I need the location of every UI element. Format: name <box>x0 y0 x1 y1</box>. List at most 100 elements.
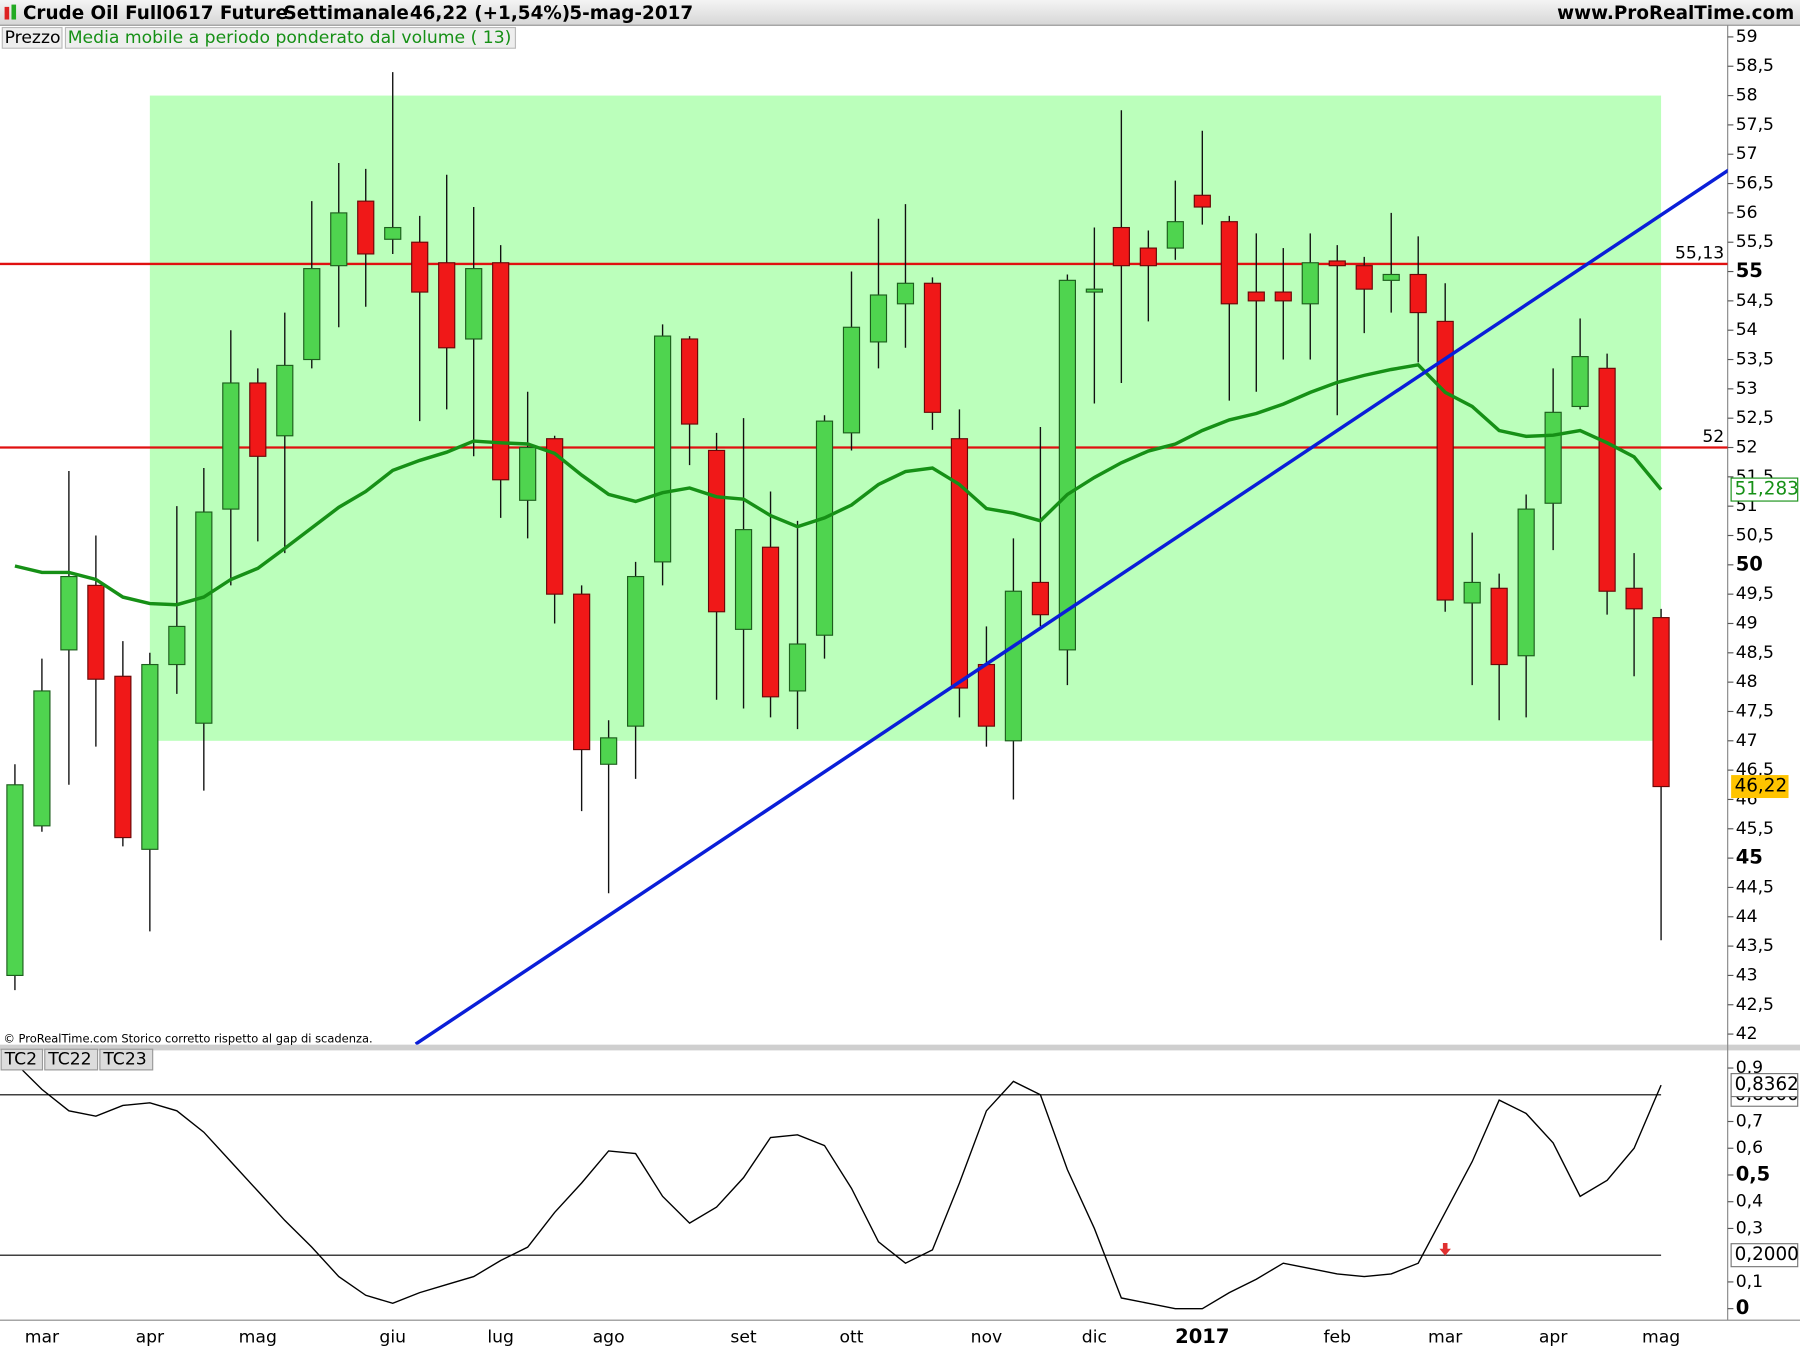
y-tick-label: 50,5 <box>1736 525 1774 545</box>
candle-body <box>842 326 861 434</box>
candle-body <box>249 382 267 457</box>
y-tick-label: 52,5 <box>1736 408 1774 428</box>
y-tick-label: 54,5 <box>1736 291 1774 311</box>
y-tick-label: 50 <box>1736 552 1763 575</box>
y-tick-label: 57 <box>1736 144 1758 164</box>
y-tick-label: 59 <box>1736 27 1758 47</box>
y-tick-label: 58,5 <box>1736 56 1774 76</box>
site: www.ProRealTime.com <box>1557 3 1794 24</box>
candle-body <box>815 420 834 636</box>
candle-body <box>950 438 969 689</box>
x-tick-label: 2017 <box>1175 1325 1229 1348</box>
trendline <box>414 168 1728 1045</box>
y-tick-label: 56,5 <box>1736 174 1774 194</box>
y-tick-label: 48 <box>1736 672 1758 692</box>
pane-separator <box>0 1044 1800 1051</box>
y-tick-label: 49 <box>1736 613 1758 633</box>
y-tick-label: 58 <box>1736 86 1758 106</box>
candle-body <box>977 663 996 727</box>
y-tick-label: 44,5 <box>1736 877 1774 897</box>
candle-body <box>1166 221 1184 249</box>
indicator-pane <box>0 1062 1662 1310</box>
level-box <box>1730 1243 1799 1268</box>
candle-body <box>1139 247 1157 267</box>
price-pane <box>0 72 1728 1045</box>
y-tick-label: 43 <box>1736 965 1758 985</box>
y-tick-label: 48,5 <box>1736 643 1774 663</box>
y-tick-label: 53 <box>1736 379 1758 399</box>
candle-body <box>707 449 726 613</box>
y-tick-label: 53,5 <box>1736 350 1774 370</box>
y-tick-label: 55,5 <box>1736 232 1774 252</box>
candle-body <box>438 262 456 349</box>
candle-body <box>141 663 159 850</box>
y-tick-label: 0,5 <box>1736 1162 1771 1185</box>
candle-body <box>411 241 429 293</box>
y-tick-label: 45 <box>1736 846 1763 869</box>
signal-arrow <box>1439 1242 1451 1256</box>
moving-average-line <box>14 362 1663 607</box>
legend-box <box>64 26 517 49</box>
x-tick-label: ott <box>839 1327 863 1347</box>
candle-body <box>168 625 186 666</box>
candle-body <box>761 546 780 698</box>
last-price-box <box>1731 775 1789 799</box>
footnote: © ProRealTime.com Storico corretto rispe… <box>3 1031 372 1045</box>
y-tick-label: 49,5 <box>1736 584 1774 604</box>
x-tick-label: feb <box>1323 1327 1351 1347</box>
candle-body <box>1301 262 1319 305</box>
legend-entry: Media mobile a periodo ponderato dal vol… <box>68 28 512 48</box>
y-tick-label: 44 <box>1736 907 1758 927</box>
candle-body <box>1436 320 1454 601</box>
candle-body <box>1193 194 1211 208</box>
y-tick-label: 56 <box>1736 203 1758 223</box>
candle-body <box>1031 581 1050 616</box>
candle-body <box>734 529 753 630</box>
y-tick-label: 0,7 <box>1736 1112 1763 1132</box>
y-tick-label: 47 <box>1736 731 1758 751</box>
candle-body <box>276 364 294 437</box>
y-tick-label: 0,6 <box>1736 1138 1763 1158</box>
candle-body <box>788 643 807 692</box>
x-tick-label: mar <box>25 1327 60 1347</box>
y-tick-label: 57,5 <box>1736 115 1774 135</box>
candle-body <box>1463 581 1481 604</box>
y-tick-label: 42 <box>1736 1024 1758 1044</box>
x-tick-label: mag <box>239 1327 277 1347</box>
candle-body <box>1652 617 1670 788</box>
candle-body <box>653 335 672 563</box>
y-tick-label: 45,5 <box>1736 819 1774 839</box>
candle-body <box>869 294 888 343</box>
candle-body <box>1490 587 1508 666</box>
candle-body <box>492 262 510 481</box>
candle-body <box>573 593 591 751</box>
candle-body <box>1409 273 1427 314</box>
y-tick-label: 43,5 <box>1736 936 1774 956</box>
candle-body <box>1220 221 1238 305</box>
x-tick-label: giu <box>379 1327 406 1347</box>
candle-body <box>546 438 564 595</box>
y-tick-label: 54 <box>1736 320 1758 340</box>
ma-last-value-box <box>1730 477 1799 502</box>
y-tick-label: 55 <box>1736 259 1763 282</box>
legend-box <box>1 26 63 49</box>
candle-body <box>87 584 105 680</box>
candle-body <box>1571 356 1589 408</box>
candle-body <box>195 511 213 724</box>
candle-body <box>1355 265 1373 290</box>
y-tick-label: 0 <box>1736 1296 1750 1319</box>
y-tick-label: 0,4 <box>1736 1192 1763 1212</box>
candle-body <box>1544 411 1562 504</box>
indicator-tab <box>44 1048 99 1071</box>
x-tick-label: mar <box>1428 1327 1463 1347</box>
candle-body <box>1085 288 1103 293</box>
candle-body <box>680 338 699 425</box>
indicator-tab-label: TC2 <box>4 1050 37 1070</box>
candle-body <box>1625 587 1643 610</box>
candle-body <box>384 226 402 240</box>
candle-body <box>465 268 483 340</box>
candle-body <box>1382 273 1400 281</box>
y-tick-label: 0,9 <box>1736 1058 1763 1078</box>
